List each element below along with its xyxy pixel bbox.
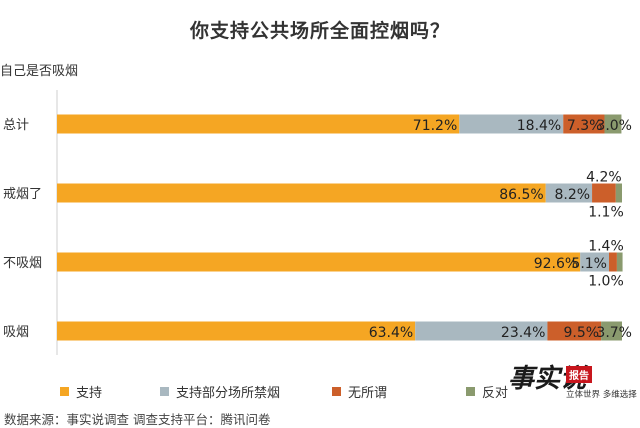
category-label: 总计	[3, 118, 29, 133]
bar-segment	[563, 114, 605, 134]
bar-segment	[547, 321, 602, 341]
bar-segment	[601, 321, 622, 341]
legend-swatch-indifferent	[332, 387, 341, 396]
source-note: 数据来源：事实说调查 调查支持平台：腾讯问卷	[4, 412, 271, 427]
data-label: 4.2%	[586, 170, 622, 186]
category-label: 吸烟	[3, 325, 29, 340]
legend-item-indifferent: 无所谓	[332, 382, 387, 401]
legend-label-partial: 支持部分场所禁烟	[176, 386, 281, 401]
data-label: 7.3%	[567, 118, 603, 134]
data-label: 3.7%	[596, 325, 632, 341]
stacked-bar-chart: 总计 71.2% 18.4% 7.3%3.0% 戒烟了 86.5% 8.2%4.2% 1.1%…	[3, 90, 632, 355]
data-label: 1.0%	[588, 274, 624, 290]
bar-segment	[609, 252, 617, 272]
logo-badge: 报告	[566, 366, 592, 383]
data-label: 86.5%	[499, 187, 543, 203]
bar-segment	[57, 252, 581, 272]
legend-label-indifferent: 无所谓	[348, 386, 388, 401]
y-axis-label: 自己是否吸烟	[0, 64, 79, 79]
legend-label-support: 支持	[76, 386, 103, 401]
brand-logo: 事实说 报告 立体世界 多维选择	[508, 358, 638, 416]
data-label: 18.4%	[517, 118, 561, 134]
bar-segment	[57, 183, 546, 203]
bar-segment	[580, 252, 610, 272]
legend-item-partial: 支持部分场所禁烟	[160, 382, 280, 401]
bar-segment	[459, 114, 564, 134]
bar-segment	[415, 321, 548, 341]
bar-segment	[616, 252, 623, 272]
data-label: 63.4%	[369, 325, 413, 341]
legend-swatch-partial	[160, 387, 169, 396]
legend-swatch-oppose	[466, 387, 475, 396]
data-label: 3.0%	[596, 118, 632, 134]
legend-item-support: 支持	[60, 382, 102, 401]
bar-segment	[57, 321, 416, 341]
legend-label-oppose: 反对	[482, 386, 509, 401]
data-label: 92.6%	[534, 256, 578, 272]
category-label: 戒烟了	[3, 187, 42, 202]
bar-segment	[604, 114, 622, 134]
data-label: 5.1%	[571, 256, 607, 272]
bar-segment	[592, 183, 616, 203]
bar-segment	[615, 183, 622, 203]
bar-segment	[545, 183, 593, 203]
legend: 支持 支持部分场所禁烟 无所谓 反对	[0, 382, 640, 402]
data-label: 23.4%	[501, 325, 545, 341]
data-label: 8.2%	[554, 187, 590, 203]
bar-segment	[57, 114, 460, 134]
data-label: 1.4%	[588, 239, 624, 255]
data-label: 71.2%	[413, 118, 457, 134]
data-label: 1.1%	[588, 205, 624, 221]
chart-title: 你支持公共场所全面控烟吗？	[189, 20, 450, 42]
legend-swatch-support	[60, 387, 69, 396]
logo-tagline: 立体世界 多维选择	[566, 390, 637, 400]
category-label: 不吸烟	[3, 256, 42, 271]
data-label: 9.5%	[564, 325, 600, 341]
legend-item-oppose: 反对	[466, 382, 508, 401]
